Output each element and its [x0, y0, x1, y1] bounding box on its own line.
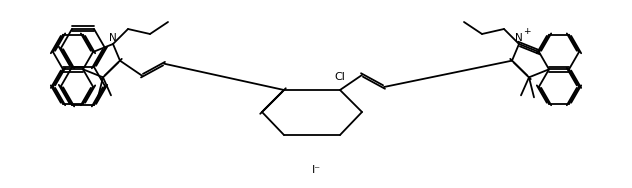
Text: N: N [109, 33, 117, 43]
Text: +: + [523, 27, 531, 36]
Text: Cl: Cl [334, 72, 346, 82]
Text: N: N [515, 33, 523, 43]
Text: I⁻: I⁻ [312, 165, 320, 175]
